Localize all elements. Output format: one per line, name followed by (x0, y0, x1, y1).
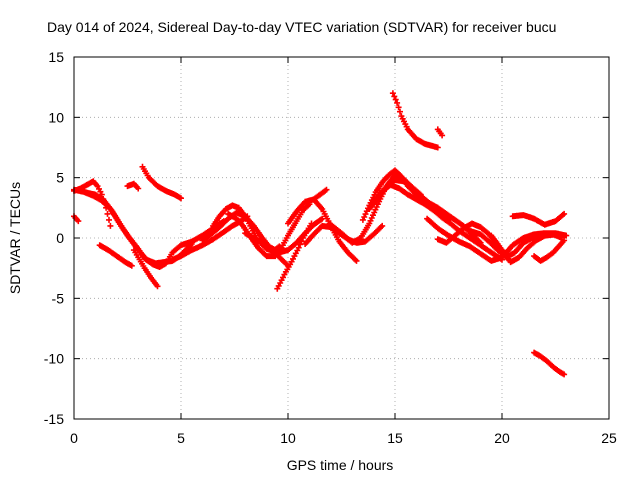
series-track-25 (488, 231, 565, 266)
y-tick-label: 0 (56, 230, 64, 246)
y-tick-label: -5 (52, 290, 65, 306)
data-points (124, 180, 142, 192)
data-points (389, 90, 441, 151)
x-tick-label: 25 (601, 430, 617, 446)
data-points (130, 247, 161, 290)
x-tick-label: 20 (494, 430, 510, 446)
data-points (96, 242, 135, 269)
series-track-30 (531, 349, 568, 378)
ticks: 0 5 10 15 20 25 -15 -10 -5 0 5 10 15 (44, 49, 617, 446)
y-tick-label: 15 (48, 49, 64, 65)
series-track-28 (389, 90, 441, 151)
series-track-8 (139, 163, 184, 202)
series-track-21 (370, 181, 505, 263)
data-points (531, 237, 568, 264)
x-tick-label: 15 (387, 430, 403, 446)
series-track-14 (274, 220, 315, 292)
series-track-6 (130, 247, 161, 290)
data-points (274, 220, 315, 292)
series-track-26 (509, 210, 568, 228)
y-tick-label: -10 (44, 351, 64, 367)
series-track-29 (434, 126, 446, 139)
series-track-17 (310, 186, 330, 203)
chart-title: Day 014 of 2024, Sidereal Day-to-day VTE… (47, 19, 556, 35)
series-track-5 (96, 242, 135, 269)
y-tick-label: 10 (48, 109, 64, 125)
y-axis-label: SDTVAR / TECUs (7, 182, 23, 294)
x-axis-label: GPS time / hours (287, 457, 394, 473)
data-points (139, 163, 184, 202)
data-points (310, 186, 330, 203)
data-points (531, 349, 568, 378)
x-tick-label: 0 (70, 430, 78, 446)
y-tick-label: -15 (44, 411, 64, 427)
data-layer (71, 90, 570, 378)
data-points (434, 126, 446, 139)
data-points (225, 201, 313, 260)
y-tick-label: 5 (56, 170, 64, 186)
data-points (370, 181, 505, 263)
series-track-7 (124, 180, 142, 192)
data-points (488, 231, 565, 266)
x-tick-label: 5 (177, 430, 185, 446)
data-points (509, 210, 568, 228)
series-track-12 (225, 201, 313, 260)
series-track-27 (531, 237, 568, 264)
x-tick-label: 10 (280, 430, 296, 446)
